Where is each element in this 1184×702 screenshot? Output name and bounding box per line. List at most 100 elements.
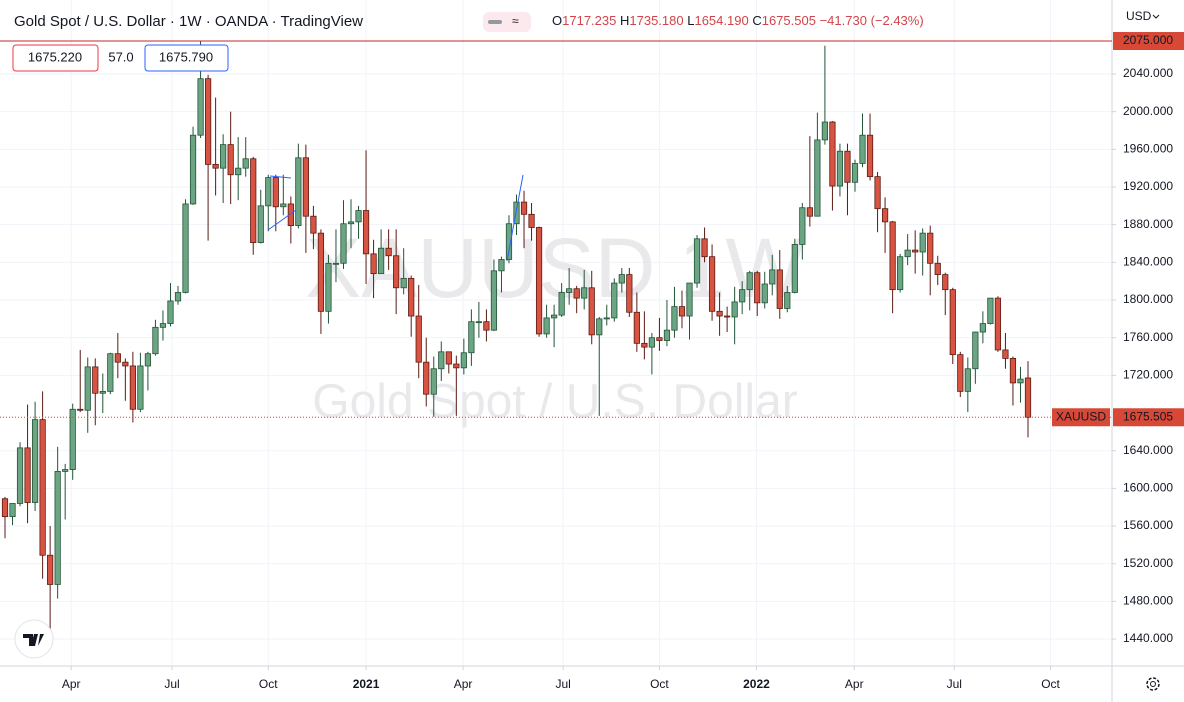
symbol-label-bg (1052, 408, 1110, 427)
candle-body (31, 419, 39, 503)
settings-button[interactable] (1146, 677, 1160, 691)
candle-body (84, 366, 91, 411)
candle-body (776, 269, 783, 309)
candle-body (603, 317, 610, 320)
candle-body (851, 163, 859, 183)
candle-body (964, 368, 971, 392)
candle-body (174, 292, 182, 302)
currency-caret (1152, 14, 1160, 19)
x-tick-label: Oct (1041, 677, 1060, 691)
y-tick-label: 1640.000 (1123, 443, 1173, 457)
x-tick-label: Jul (947, 677, 962, 691)
x-tick-label: Apr (845, 677, 864, 691)
candle-body (340, 223, 347, 264)
change-pct: (−2.43%) (871, 13, 924, 28)
candle-body (859, 134, 866, 164)
candle-body (979, 323, 986, 333)
y-tick-label: 1520.000 (1123, 556, 1173, 570)
candle-body (528, 213, 535, 228)
candle-body (114, 353, 121, 363)
y-tick-label: 1560.000 (1123, 518, 1173, 532)
candle-body (393, 255, 400, 289)
candle-body (332, 262, 340, 265)
candle-body (408, 277, 415, 317)
candle-body (881, 208, 889, 223)
candle-body (633, 311, 640, 344)
candle-body (310, 215, 317, 234)
y-tick-label: 1920.000 (1123, 179, 1173, 193)
candle-body (415, 315, 422, 363)
candle-body (829, 121, 836, 187)
candle-body (347, 221, 355, 225)
candle-body (942, 274, 949, 291)
last-price-bg (1113, 408, 1184, 427)
bid-box[interactable] (12, 44, 99, 72)
x-tick-label: Apr (454, 677, 473, 691)
y-tick-label: 1960.000 (1123, 141, 1173, 155)
candle-body (220, 144, 227, 169)
ask-box[interactable] (144, 44, 229, 72)
candle-body (47, 554, 54, 585)
candle-body (212, 163, 219, 169)
candle-body (325, 262, 332, 312)
candle-body (581, 287, 588, 299)
ohlc-value: 1735.180 (629, 13, 683, 28)
candle-body (739, 289, 746, 303)
candle-body (912, 249, 919, 253)
candle-body (671, 306, 678, 331)
high-label: 2075.000 (1123, 33, 1173, 47)
x-tick-label: 2022 (743, 677, 770, 691)
candle-body (505, 223, 513, 260)
ohlc-header: O1717.235 H1735.180 L1654.190 C1675.505 … (552, 13, 924, 28)
ohlc-prefix: H (620, 13, 629, 28)
ohlc-prefix: O (552, 13, 562, 28)
candle-body (272, 177, 279, 208)
candle-body (686, 282, 693, 317)
candle-body (618, 274, 625, 284)
candle-body (99, 390, 106, 394)
candle-body (761, 283, 768, 304)
candle-body (265, 177, 272, 207)
y-tick-label: 1600.000 (1123, 481, 1173, 495)
candle-body (543, 317, 550, 335)
candle-body (122, 361, 129, 367)
candle-body (874, 176, 881, 210)
drawing-line (506, 174, 524, 262)
candle-body (656, 337, 663, 341)
ask: 1675.790 (159, 49, 213, 64)
ohlc-value: 1675.505 (762, 13, 816, 28)
symbol-label: XAUUSD (1056, 409, 1106, 423)
candle-body (430, 368, 437, 395)
y-tick-label: 1720.000 (1123, 368, 1173, 382)
candle-body (370, 253, 377, 275)
candle-body (1, 498, 9, 518)
candle-body (107, 353, 114, 392)
candle-body (716, 310, 723, 317)
candle-body (152, 326, 159, 355)
currency[interactable]: USD (1126, 9, 1152, 23)
candle-body (821, 121, 829, 141)
candle-body (784, 292, 791, 309)
candle-body (836, 150, 844, 187)
candle-body (242, 158, 249, 169)
candle-body (927, 232, 934, 264)
y-tick-label: 2000.000 (1123, 104, 1173, 118)
candle-body (287, 203, 294, 227)
x-tick-label: 2021 (353, 677, 380, 691)
candle-body (453, 363, 460, 369)
candle-body (520, 201, 528, 215)
candle-body (701, 238, 708, 258)
high-label-bg (1113, 32, 1184, 51)
compare-button[interactable] (483, 12, 531, 32)
y-tick-label: 1480.000 (1123, 594, 1173, 608)
candle-body (987, 297, 994, 324)
candle-body (731, 301, 738, 318)
candle-body (551, 314, 558, 319)
compare-icon (488, 20, 502, 24)
candle-body (806, 207, 813, 217)
candle-body (302, 157, 309, 217)
candle-body (535, 227, 543, 335)
candle-body (1002, 349, 1009, 359)
